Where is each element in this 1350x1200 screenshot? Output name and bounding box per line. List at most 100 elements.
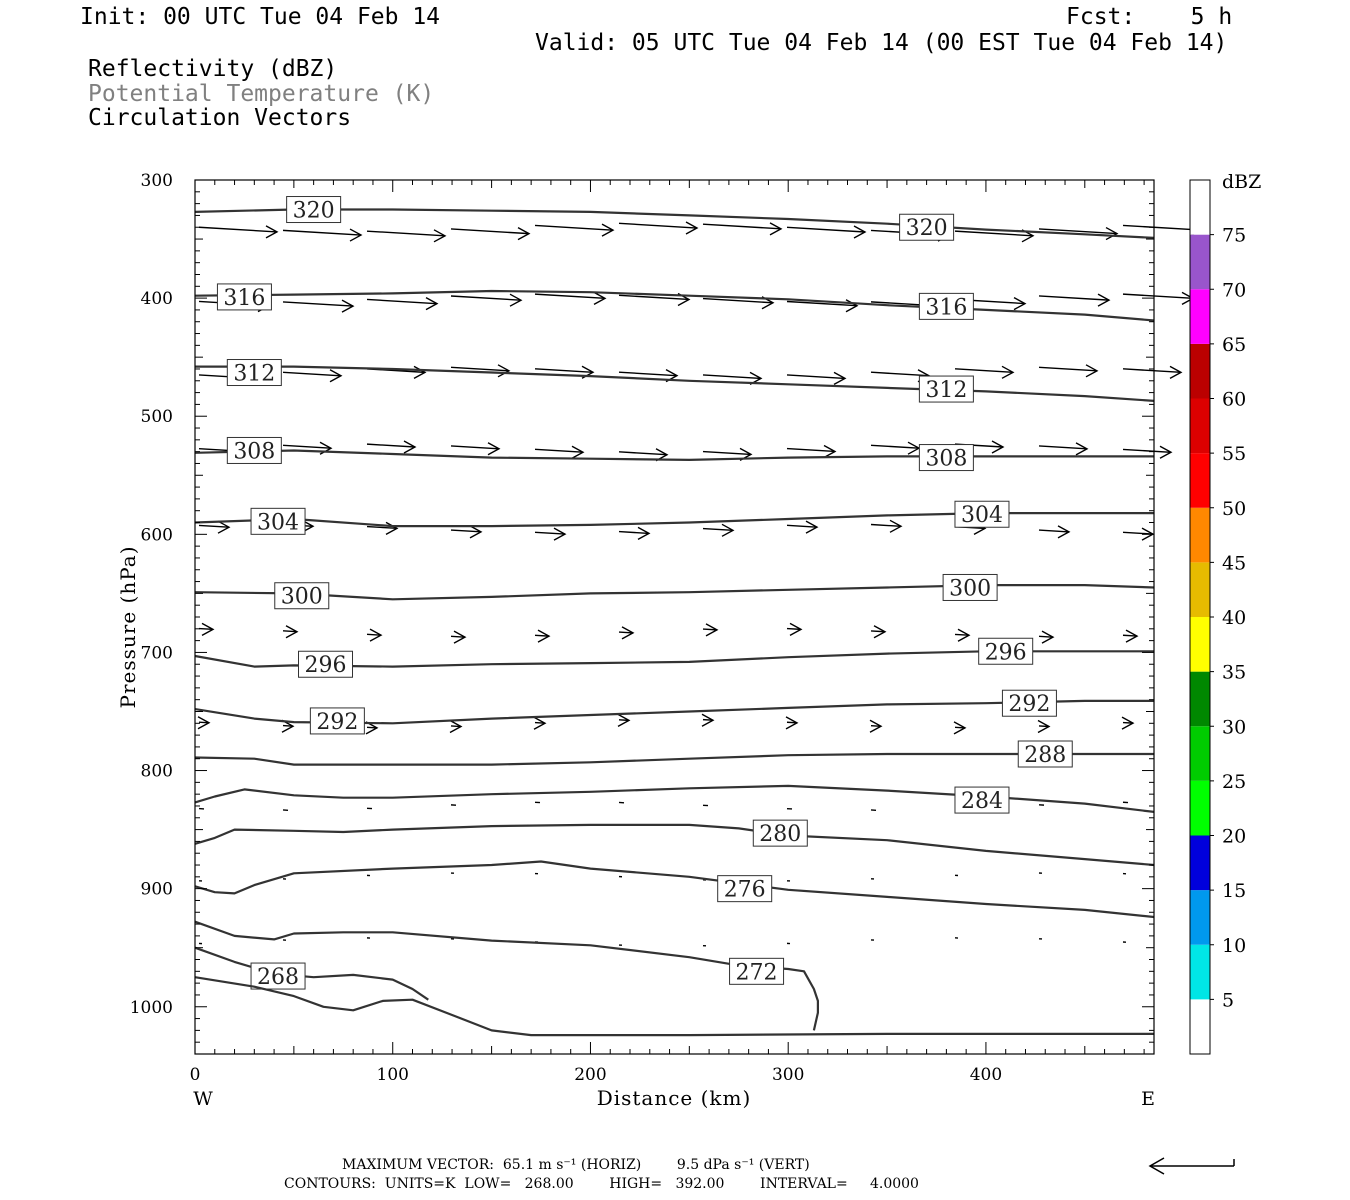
circulation-vector: [366, 443, 416, 448]
contour-label: 272: [736, 960, 778, 985]
isentrope-276: [194, 860, 1155, 919]
circulation-vector-head: [1159, 445, 1173, 459]
y-tick-label: 900: [141, 880, 173, 900]
circulation-vector-head: [201, 622, 215, 636]
contour-label: 320: [293, 199, 335, 224]
colorbar-label: 30: [1222, 716, 1246, 738]
colorbar-label: 10: [1222, 935, 1246, 957]
circulation-vector-head: [953, 721, 967, 735]
contour-label-box: [309, 707, 365, 735]
circulation-vector-head: [487, 442, 501, 456]
circulation-vector-head: [889, 519, 903, 533]
circulation-vector: [282, 371, 342, 377]
contour-label: 292: [1008, 692, 1050, 717]
circulation-vector-head: [197, 716, 211, 730]
contour-label: 300: [281, 585, 323, 610]
circulation-vector: [450, 635, 466, 638]
circulation-vector: [198, 226, 278, 233]
colorbar-segment: [1190, 234, 1210, 290]
colorbar-segment: [1190, 671, 1210, 727]
y-tick-label: 300: [141, 171, 173, 191]
circulation-vector: [366, 633, 382, 636]
circulation-vector: [1038, 635, 1054, 638]
contour-label-box: [918, 444, 974, 472]
circulation-vector: [534, 224, 614, 231]
circulation-vector: [702, 450, 752, 456]
circulation-vector: [1122, 634, 1138, 637]
circulation-vector-head: [1001, 365, 1015, 379]
contour-label: 316: [925, 295, 967, 320]
circulation-vector-head: [341, 299, 355, 313]
contour-label: 292: [316, 710, 358, 735]
isentrope-312: [195, 365, 1155, 402]
circulation-vector-head: [1125, 629, 1139, 643]
circulation-vector: [1122, 293, 1194, 300]
x-axis-label: Distance (km): [597, 1086, 752, 1110]
circulation-vector: [282, 630, 298, 633]
circulation-vector: [1122, 368, 1182, 374]
y-tick-label: 500: [141, 407, 173, 427]
colorbar-segment: [1190, 180, 1210, 235]
contour-label: 296: [985, 640, 1027, 665]
reference-arrow-head: [1148, 1157, 1165, 1175]
reference-vector-arrow: [1148, 1157, 1235, 1175]
isentrope-316: [194, 289, 1155, 322]
isentrope-contours: 320 320 316 316 312 312 308 308 304 304 300 300 296 2…: [194, 196, 1155, 1037]
y-axis-label: Pressure (hPa): [116, 546, 140, 709]
circulation-vector: [534, 634, 550, 637]
circulation-vector-head: [593, 291, 607, 305]
y-tick-label: 1000: [130, 998, 173, 1018]
colorbar-title: dBZ: [1222, 171, 1261, 193]
circulation-vector: [954, 633, 970, 636]
dbz-colorbar: 5 10 15 20 25 30 35 40 45 50 55 60 65 70 75 dBZ: [1189, 171, 1261, 1055]
circulation-vector-head: [265, 225, 279, 239]
circulation-vector-head: [453, 630, 467, 644]
circulation-vector-head: [329, 369, 343, 383]
contour-label: 304: [961, 503, 1003, 528]
contour-label: 280: [759, 822, 801, 847]
circulation-vector: [534, 448, 584, 453]
circulation-vector: [198, 524, 230, 528]
isentrope-272: [194, 920, 819, 1031]
x-tick-label: 0: [190, 1065, 201, 1085]
colorbar-label: 35: [1222, 662, 1246, 684]
circulation-vector-head: [1057, 525, 1071, 539]
circulation-vector: [954, 368, 1014, 374]
contour-label-box: [918, 292, 974, 320]
colorbar-label: 60: [1222, 389, 1246, 411]
contour-label-box: [954, 786, 1010, 814]
circulation-vector: [1122, 721, 1134, 724]
contour-label: 308: [925, 447, 967, 472]
circulation-vector-head: [285, 625, 299, 639]
colorbar-segment: [1190, 726, 1210, 781]
circulation-vector: [702, 374, 762, 380]
circulation-vector: [618, 294, 690, 301]
circulation-vector-head: [853, 225, 867, 239]
circulation-vector: [366, 726, 378, 729]
contour-label: 284: [961, 789, 1003, 814]
colorbar-segment: [1190, 890, 1210, 945]
isentrope-268: [194, 946, 429, 1001]
circulation-vector: [786, 524, 818, 528]
circulation-vector: [282, 229, 362, 236]
contour-label-box: [942, 573, 998, 601]
circulation-vector: [702, 628, 718, 631]
colorbar-segment: [1190, 617, 1210, 672]
circulation-vector: [870, 724, 882, 727]
circulation-vector: [282, 724, 294, 727]
circulation-vector: [1038, 529, 1070, 533]
circulation-vector-head: [1097, 293, 1111, 307]
contour-label-box: [1001, 689, 1057, 717]
isentrope-320: [194, 208, 1155, 239]
circulation-vector-head: [571, 445, 585, 459]
circulation-vector-head: [789, 622, 803, 636]
circulation-vector-head: [469, 525, 483, 539]
circulation-vector-head: [785, 716, 799, 730]
circulation-vector-head: [873, 625, 887, 639]
circulation-vector: [702, 223, 782, 230]
field-potential-temperature: Potential Temperature (K): [88, 81, 435, 107]
contour-label: 316: [223, 286, 265, 311]
contour-label: 296: [305, 653, 347, 678]
circulation-vector: [1038, 295, 1110, 301]
circulation-vector: [870, 444, 920, 449]
